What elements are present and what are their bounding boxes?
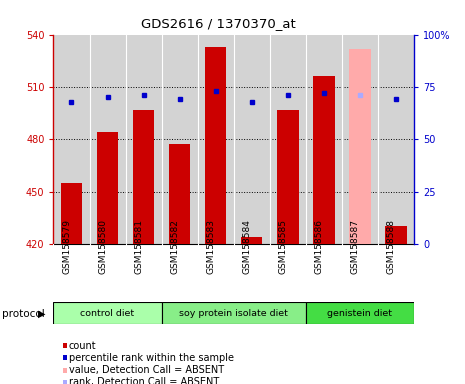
Bar <box>60 183 82 244</box>
Bar <box>313 76 334 244</box>
Text: GSM158581: GSM158581 <box>134 219 144 274</box>
Text: protocol: protocol <box>2 309 45 319</box>
Text: GSM158587: GSM158587 <box>351 219 360 274</box>
Bar <box>306 302 414 324</box>
Bar <box>162 302 306 324</box>
Text: control diet: control diet <box>80 309 134 318</box>
Text: GSM158580: GSM158580 <box>99 219 107 274</box>
Text: GSM158579: GSM158579 <box>62 219 72 274</box>
Text: GSM158583: GSM158583 <box>206 219 216 274</box>
Bar <box>349 48 371 244</box>
Text: count: count <box>69 341 96 351</box>
Text: rank, Detection Call = ABSENT: rank, Detection Call = ABSENT <box>69 377 219 384</box>
Bar <box>205 47 226 244</box>
Bar <box>385 227 406 244</box>
Bar <box>277 109 299 244</box>
Text: GDS2616 / 1370370_at: GDS2616 / 1370370_at <box>141 17 296 30</box>
Text: ▶: ▶ <box>38 309 46 319</box>
Text: GSM158585: GSM158585 <box>279 219 288 274</box>
Bar <box>169 144 191 244</box>
Text: GSM158586: GSM158586 <box>315 219 324 274</box>
Text: GSM158584: GSM158584 <box>243 219 252 274</box>
Bar <box>53 302 162 324</box>
Bar <box>133 109 154 244</box>
Text: soy protein isolate diet: soy protein isolate diet <box>179 309 288 318</box>
Bar <box>97 132 118 244</box>
Text: GSM158582: GSM158582 <box>171 219 179 274</box>
Text: percentile rank within the sample: percentile rank within the sample <box>69 353 234 363</box>
Text: genistein diet: genistein diet <box>327 309 392 318</box>
Text: value, Detection Call = ABSENT: value, Detection Call = ABSENT <box>69 365 224 375</box>
Text: GSM158588: GSM158588 <box>387 219 396 274</box>
Bar <box>241 237 262 244</box>
